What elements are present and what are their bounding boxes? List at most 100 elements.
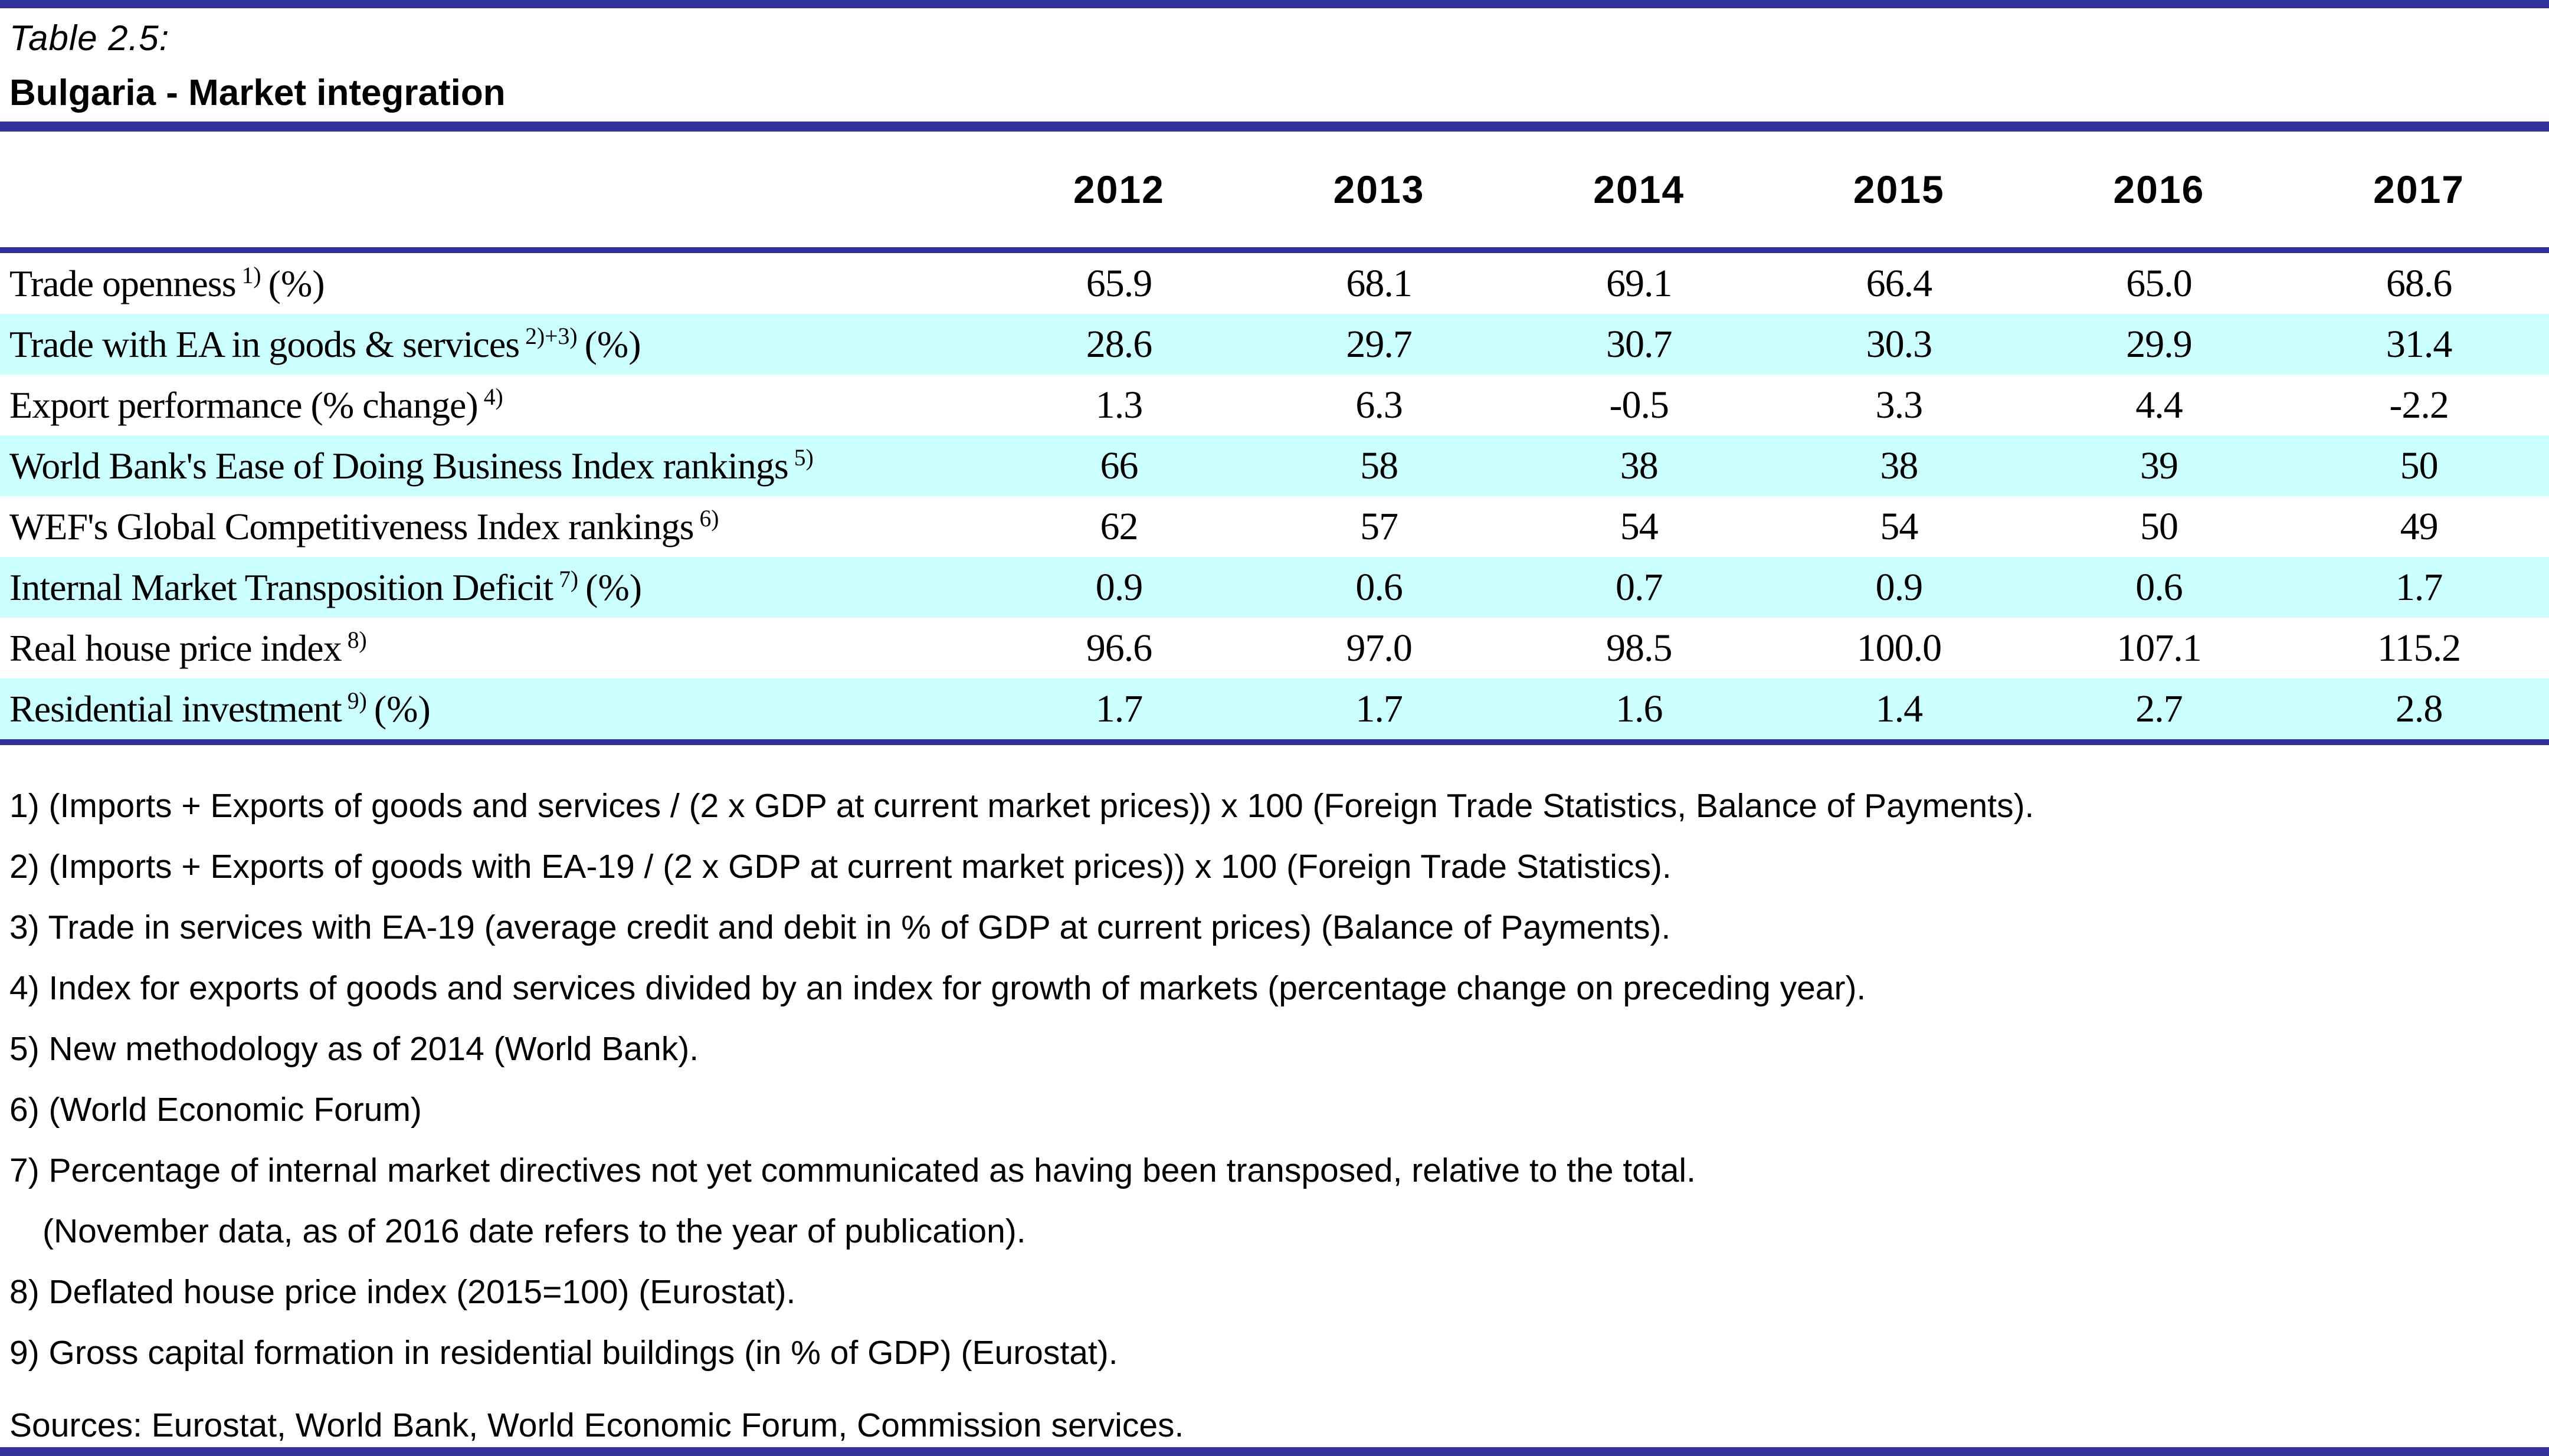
value-cell: -2.2 [2389,383,2449,427]
value-cell: 98.5 [1606,626,1672,670]
table-row: WEF's Global Competitiveness Index ranki… [0,496,2549,558]
value-cell: 49 [2400,504,2439,548]
footnotes-block: 1) (Imports + Exports of goods and servi… [0,745,2549,1383]
row-label-text: WEF's Global Competitiveness Index ranki… [9,505,694,547]
value-cell: 38 [1880,444,1918,487]
value-cell: 4.4 [2135,383,2183,427]
value-cell: 29.7 [1346,322,1412,366]
table-row: Real house price index 8) 96.6 97.0 98.5 … [0,618,2549,679]
value-cell: 115.2 [2377,626,2461,670]
year-column-header: 2015 [1853,168,1945,212]
row-label: Trade with EA in goods & services 2)+3) (%… [0,323,989,366]
year-column-header: 2012 [1073,168,1165,212]
value-cell: 54 [1880,504,1918,548]
value-cell: 0.6 [2135,565,2183,609]
table-bottom-rule [0,739,2549,746]
footnote: 1) (Imports + Exports of goods and servi… [9,787,2034,825]
footnote: 6) (World Economic Forum) [9,1091,422,1129]
table-title: Bulgaria - Market integration [9,73,506,113]
table-row: Trade with EA in goods & services 2)+3) (%… [0,314,2549,375]
footnote: 5) New methodology as of 2014 (World Ban… [9,1030,699,1068]
table-row: Trade openness 1) (%) 65.9 68.1 69.1 66.4 … [0,253,2549,314]
value-cell: 107.1 [2116,626,2201,670]
value-cell: 38 [1620,444,1659,487]
table-row: Export performance (% change) 4) 1.3 6.3 … [0,375,2549,436]
value-cell: 31.4 [2386,322,2452,366]
footnote: 3) Trade in services with EA-19 (average… [9,909,1671,947]
value-cell: 39 [2140,444,2178,487]
value-cell: 6.3 [1355,383,1403,427]
row-label-superscript: 2)+3) [525,323,578,349]
value-cell: 58 [1360,444,1398,487]
table-number-label: Table 2.5: [9,18,170,58]
value-cell: 50 [2140,504,2178,548]
value-cell: 1.3 [1095,383,1143,427]
row-label: Trade openness 1) (%) [0,262,989,306]
footnote: 2) (Imports + Exports of goods with EA-1… [9,848,1672,886]
value-cell: 68.1 [1346,261,1412,305]
table-row: Internal Market Transposition Deficit 7)(… [0,557,2549,618]
value-cell: 57 [1360,504,1398,548]
row-label: Real house price index 8) [0,627,989,670]
value-cell: 66.4 [1866,261,1932,305]
footnote: 7) Percentage of internal market directi… [9,1152,1696,1190]
value-cell: 66 [1100,444,1138,487]
value-cell: 3.3 [1875,383,1923,427]
footnote-continuation: (November data, as of 2016 date refers t… [42,1212,1026,1251]
row-label: Export performance (% change) 4) [0,383,989,427]
row-label-text: Internal Market Transposition Deficit [9,566,553,608]
row-label-suffix: (%) [373,687,431,730]
row-label-text: World Bank's Ease of Doing Business Inde… [9,444,789,487]
value-cell: 30.3 [1866,322,1932,366]
row-label-suffix: (%) [584,323,641,365]
year-column-header: 2017 [2373,168,2465,212]
value-cell: 0.9 [1875,565,1923,609]
row-label-text: Trade with EA in goods & services [9,323,520,365]
row-label-text: Real house price index [9,627,342,669]
value-cell: 1.7 [1095,687,1143,730]
row-label-suffix: (%) [585,566,643,608]
year-column-header: 2016 [2113,168,2205,212]
row-label-superscript: 9) [347,687,367,714]
value-cell: 0.7 [1615,565,1663,609]
row-label-text: Export performance (% change) [9,383,479,426]
value-cell: -0.5 [1609,383,1669,427]
sources-line: Sources: Eurostat, World Bank, World Eco… [9,1406,1184,1445]
year-column-header: 2013 [1333,168,1425,212]
value-cell: 2.8 [2395,687,2443,730]
value-cell: 100.0 [1856,626,1942,670]
footnote: 4) Index for exports of goods and servic… [9,969,1866,1008]
value-cell: 68.6 [2386,261,2452,305]
row-label-superscript: 1) [241,262,261,288]
value-cell: 54 [1620,504,1659,548]
value-cell: 0.6 [1355,565,1403,609]
value-cell: 97.0 [1346,626,1412,670]
title-divider-bar [0,122,2549,132]
value-cell: 30.7 [1606,322,1672,366]
header-rule [0,247,2549,254]
value-cell: 62 [1100,504,1138,548]
value-cell: 1.4 [1875,687,1923,730]
table-row: World Bank's Ease of Doing Business Inde… [0,435,2549,497]
row-label-suffix: (%) [268,262,325,304]
value-cell: 28.6 [1086,322,1152,366]
row-label: Residential investment 9) (%) [0,687,989,731]
value-cell: 50 [2400,444,2439,487]
value-cell: 2.7 [2135,687,2183,730]
row-label: WEF's Global Competitiveness Index ranki… [0,505,989,549]
row-label-text: Trade openness [9,262,237,304]
value-cell: 65.9 [1086,261,1152,305]
value-cell: 0.9 [1095,565,1143,609]
row-label-superscript: 6) [699,505,719,532]
row-label-superscript: 7) [559,566,579,592]
footnote: 9) Gross capital formation in residentia… [9,1334,1118,1372]
table-row: Residential investment 9) (%) 1.7 1.7 1.6 … [0,678,2549,740]
table-header: Table 2.5: Bulgaria - Market integration [0,8,2549,122]
top-divider-bar [0,0,2549,8]
value-cell: 1.7 [2395,565,2443,609]
row-label: World Bank's Ease of Doing Business Inde… [0,444,989,488]
year-column-header: 2014 [1593,168,1685,212]
value-cell: 96.6 [1086,626,1152,670]
row-label-superscript: 4) [483,383,503,410]
row-label-superscript: 5) [794,444,814,471]
